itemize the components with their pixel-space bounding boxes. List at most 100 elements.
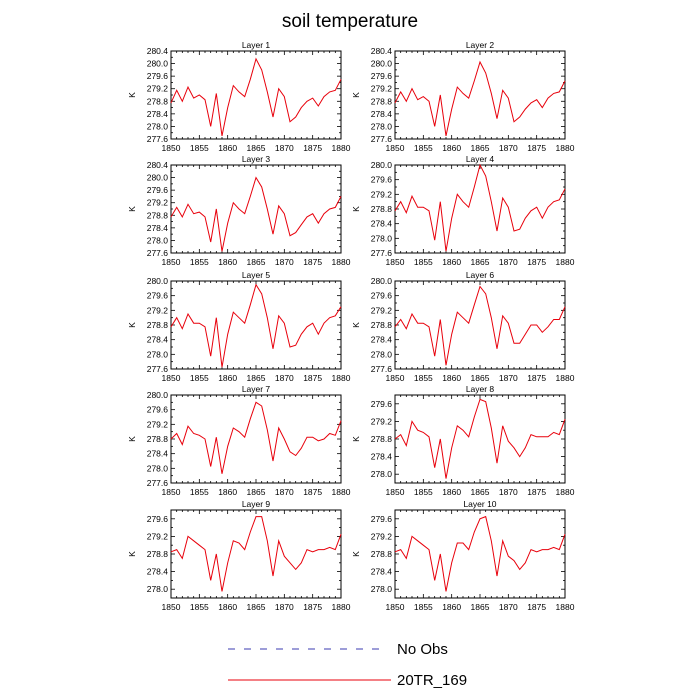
x-tick-label: 1865 <box>247 143 266 153</box>
y-tick-label: 279.6 <box>371 175 393 185</box>
y-tick-label: 278.8 <box>371 204 393 214</box>
series-line <box>170 283 342 368</box>
y-tick-label: 278.0 <box>147 349 169 359</box>
x-tick-label: 1865 <box>471 373 490 383</box>
panel-title: Layer 9 <box>242 499 271 509</box>
x-tick-label: 1855 <box>414 487 433 497</box>
x-tick-label: 1875 <box>527 143 546 153</box>
x-tick-label: 1855 <box>190 487 209 497</box>
y-tick-label: 278.4 <box>371 109 393 119</box>
x-tick-label: 1880 <box>556 143 575 153</box>
y-tick-label: 279.6 <box>147 71 169 81</box>
x-tick-label: 1860 <box>442 602 461 612</box>
y-tick-label: 278.0 <box>147 121 169 131</box>
y-tick-label: 279.2 <box>371 305 393 315</box>
y-tick-label: 279.2 <box>371 189 393 199</box>
panel-title: Layer 10 <box>463 499 496 509</box>
x-tick-label: 1860 <box>442 257 461 267</box>
y-tick-label: 279.2 <box>371 84 393 94</box>
y-tick-label: 279.2 <box>147 531 169 541</box>
panels-group: Layer 1 K 1850 1855 1860 1865 1870 1875 1880 277.… <box>127 40 575 612</box>
y-tick-label: 279.6 <box>371 514 393 524</box>
y-tick-label: 280.4 <box>371 46 393 56</box>
x-tick-label: 1875 <box>527 487 546 497</box>
x-tick-label: 1855 <box>190 143 209 153</box>
panel-layer-5: Layer 5 K 1850 1855 1860 1865 1870 1875 1880 277.… <box>127 270 351 383</box>
series-line <box>170 401 342 474</box>
panel-title: Layer 2 <box>466 40 495 50</box>
plot-frame <box>394 509 566 599</box>
y-tick-label: 278.4 <box>147 109 169 119</box>
y-tick-label: 280.0 <box>371 160 393 170</box>
x-tick-label: 1880 <box>556 487 575 497</box>
x-tick-label: 1880 <box>332 602 351 612</box>
x-tick-label: 1870 <box>499 257 518 267</box>
y-axis-label: K <box>127 551 137 557</box>
x-tick-label: 1880 <box>556 602 575 612</box>
y-tick-label: 278.0 <box>147 584 169 594</box>
y-tick-label: 277.6 <box>371 364 393 374</box>
x-tick-label: 1870 <box>275 487 294 497</box>
y-axis-label: K <box>127 322 137 328</box>
y-tick-label: 278.0 <box>371 233 393 243</box>
panel-title: Layer 8 <box>466 384 495 394</box>
x-tick-label: 1870 <box>499 602 518 612</box>
x-tick-label: 1860 <box>442 373 461 383</box>
y-tick-label: 278.0 <box>147 235 169 245</box>
x-tick-label: 1855 <box>414 257 433 267</box>
series-line <box>170 176 342 252</box>
x-tick-label: 1875 <box>527 373 546 383</box>
y-axis-label: K <box>351 436 361 442</box>
series-line <box>170 57 342 136</box>
x-tick-label: 1850 <box>386 602 405 612</box>
x-tick-label: 1880 <box>332 143 351 153</box>
y-tick-label: 278.4 <box>371 452 393 462</box>
y-tick-label: 278.0 <box>371 121 393 131</box>
y-axis-label: K <box>127 436 137 442</box>
y-tick-label: 280.0 <box>147 276 169 286</box>
x-tick-label: 1860 <box>218 487 237 497</box>
y-tick-label: 278.8 <box>371 549 393 559</box>
y-tick-label: 279.2 <box>147 419 169 429</box>
x-tick-label: 1880 <box>556 373 575 383</box>
x-tick-label: 1850 <box>162 257 181 267</box>
series-line <box>394 60 566 137</box>
y-tick-label: 280.0 <box>371 59 393 69</box>
plot-frame <box>170 280 342 370</box>
x-tick-label: 1865 <box>247 257 266 267</box>
y-tick-label: 279.6 <box>147 291 169 301</box>
y-axis-label: K <box>351 322 361 328</box>
y-tick-label: 279.2 <box>147 84 169 94</box>
x-tick-label: 1855 <box>190 602 209 612</box>
x-tick-label: 1880 <box>556 257 575 267</box>
x-tick-label: 1875 <box>303 487 322 497</box>
panel-layer-2: Layer 2 K 1850 1855 1860 1865 1870 1875 1880 277.… <box>351 40 575 153</box>
y-tick-label: 278.8 <box>147 549 169 559</box>
panel-title: Layer 1 <box>242 40 271 50</box>
y-tick-label: 279.2 <box>147 198 169 208</box>
plot-frame <box>394 164 566 254</box>
series-line <box>394 398 566 479</box>
y-tick-label: 279.6 <box>371 291 393 301</box>
y-tick-label: 279.6 <box>371 399 393 409</box>
y-tick-label: 278.8 <box>371 434 393 444</box>
y-tick-label: 278.4 <box>147 567 169 577</box>
series-line <box>394 163 566 252</box>
panel-layer-3: Layer 3 K 1850 1855 1860 1865 1870 1875 1880 277.… <box>127 154 351 267</box>
y-axis-label: K <box>127 92 137 98</box>
panel-layer-9: Layer 9 K 1850 1855 1860 1865 1870 1875 1880 278.… <box>127 499 351 612</box>
panel-layer-10: Layer 10 K 1850 1855 1860 1865 1870 1875 1880 278… <box>351 499 575 612</box>
y-tick-label: 278.8 <box>147 320 169 330</box>
y-tick-label: 280.0 <box>147 59 169 69</box>
panel-title: Layer 7 <box>242 384 271 394</box>
y-tick-label: 278.4 <box>371 335 393 345</box>
x-tick-label: 1875 <box>527 257 546 267</box>
y-tick-label: 279.6 <box>371 71 393 81</box>
y-tick-label: 279.6 <box>147 405 169 415</box>
x-tick-label: 1860 <box>218 143 237 153</box>
x-tick-label: 1865 <box>471 257 490 267</box>
y-tick-label: 280.0 <box>147 173 169 183</box>
x-tick-label: 1850 <box>386 257 405 267</box>
